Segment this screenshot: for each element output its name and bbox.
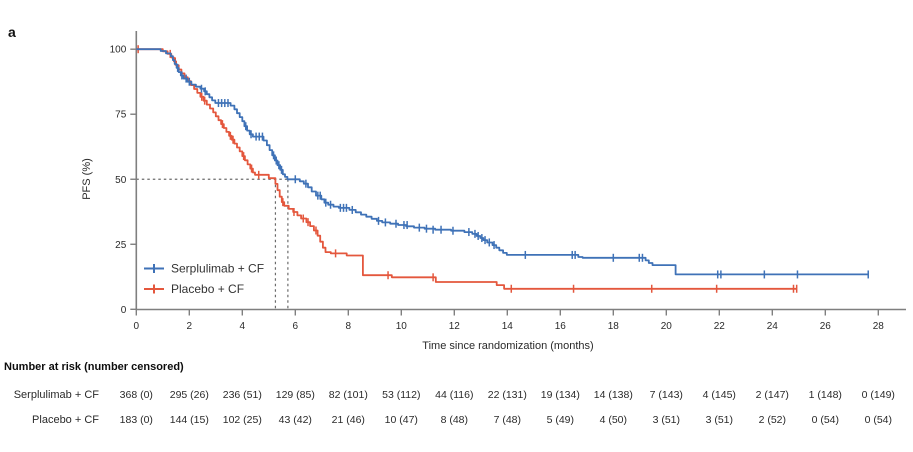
x-tick-label: 0 (134, 321, 140, 332)
x-tick-label: 20 (661, 321, 673, 332)
y-tick-label: 25 (115, 240, 127, 251)
legend-label: Placebo + CF (171, 282, 244, 296)
risk-value: 22 (131) (487, 389, 527, 401)
x-tick-label: 6 (293, 321, 299, 332)
risk-row-label: Placebo + CF (32, 414, 99, 426)
risk-value: 368 (0) (119, 389, 153, 401)
x-tick-label: 12 (449, 321, 461, 332)
risk-value: 53 (112) (382, 389, 421, 401)
x-tick-label: 28 (873, 321, 885, 332)
legend-item: Placebo + CF (144, 282, 244, 296)
y-axis-title: PFS (%) (81, 158, 93, 200)
risk-value: 10 (47) (384, 414, 418, 426)
risk-value: 44 (116) (435, 389, 474, 401)
risk-value: 0 (149) (861, 389, 895, 401)
y-tick-label: 50 (115, 175, 127, 186)
x-tick-label: 2 (187, 321, 193, 332)
x-axis-title: Time since randomization (months) (422, 340, 593, 352)
risk-value: 102 (25) (222, 414, 262, 426)
risk-value: 82 (101) (328, 389, 368, 401)
risk-value: 7 (48) (493, 414, 522, 426)
legend-label: Serplulimab + CF (171, 262, 264, 276)
legend-item: Serplulimab + CF (144, 262, 264, 276)
risk-value: 14 (138) (593, 389, 633, 401)
risk-value: 0 (54) (864, 414, 893, 426)
series-line-placebo (136, 48, 797, 290)
y-tick-label: 100 (110, 45, 127, 56)
risk-value: 5 (49) (546, 414, 575, 426)
x-tick-label: 10 (396, 321, 408, 332)
risk-table-title: Number at risk (number censored) (4, 361, 184, 373)
risk-value: 236 (51) (222, 389, 262, 401)
risk-value: 183 (0) (119, 414, 153, 426)
x-tick-label: 4 (240, 321, 246, 332)
risk-value: 4 (145) (702, 389, 736, 401)
y-tick-label: 75 (115, 110, 127, 121)
series-line-serplulimab (136, 48, 869, 276)
km-plot: 0 2 4 6 8 10 12 14 16 18 20 22 24 26 280255075100Time … (81, 31, 906, 352)
risk-value: 129 (85) (275, 389, 315, 401)
risk-value: 7 (143) (649, 389, 683, 401)
risk-value: 4 (50) (599, 414, 628, 426)
risk-value: 0 (54) (811, 414, 840, 426)
risk-value: 3 (51) (705, 414, 734, 426)
risk-value: 144 (15) (169, 414, 209, 426)
risk-value: 1 (148) (808, 389, 842, 401)
risk-value: 2 (52) (758, 414, 787, 426)
risk-value: 8 (48) (440, 414, 469, 426)
risk-value: 3 (51) (652, 414, 681, 426)
risk-value: 295 (26) (169, 389, 209, 401)
x-tick-label: 14 (502, 321, 514, 332)
x-tick-label: 22 (714, 321, 726, 332)
x-tick-label: 24 (767, 321, 779, 332)
y-tick-label: 0 (121, 305, 127, 316)
x-tick-label: 18 (608, 321, 620, 332)
risk-value: 2 (147) (755, 389, 789, 401)
x-tick-label: 16 (555, 321, 567, 332)
x-tick-label: 8 (346, 321, 352, 332)
risk-row-label: Serplulimab + CF (13, 389, 99, 401)
panel-label: a (8, 24, 16, 40)
risk-value: 19 (134) (540, 389, 580, 401)
risk-value: 21 (46) (331, 414, 365, 426)
x-tick-label: 26 (820, 321, 832, 332)
risk-value: 43 (42) (278, 414, 312, 426)
